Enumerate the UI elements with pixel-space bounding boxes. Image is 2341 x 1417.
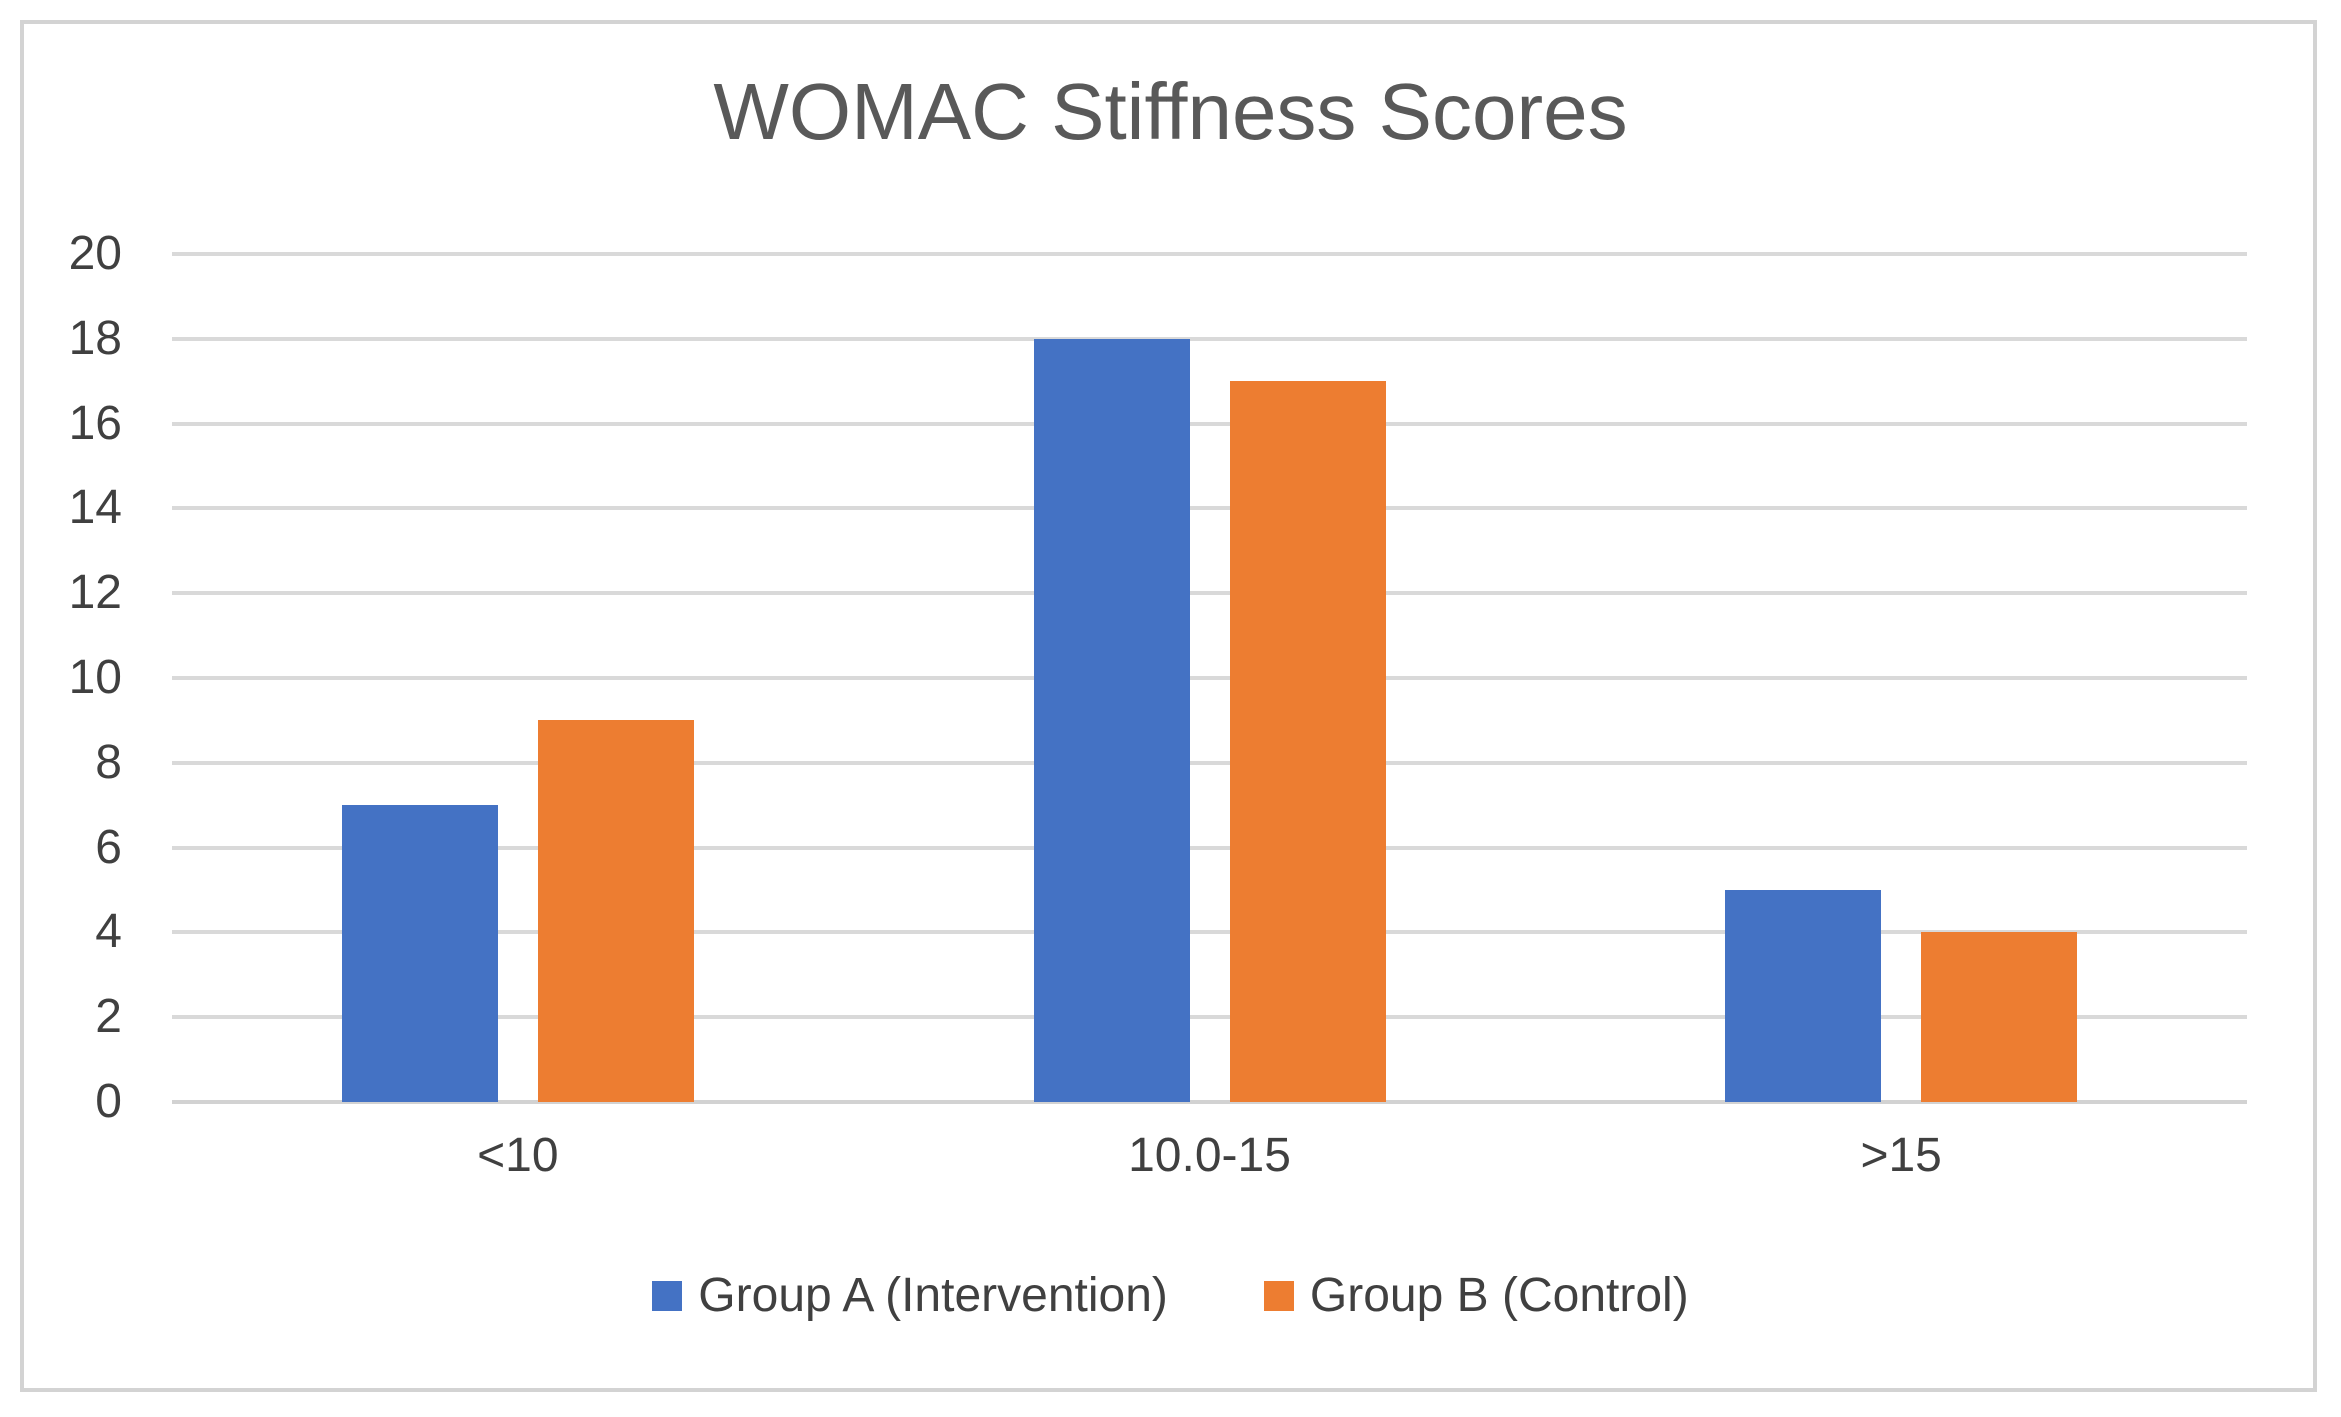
gridline-y-10 bbox=[172, 676, 2247, 680]
x-category-label-10-0-15: 10.0-15 bbox=[1128, 1129, 1291, 1182]
gridline-y-4 bbox=[172, 930, 2247, 935]
gridline-y-16 bbox=[172, 421, 2247, 426]
legend: Group A (Intervention) Group B (Control) bbox=[0, 1268, 2341, 1323]
x-category-label-10: <10 bbox=[477, 1129, 559, 1182]
y-tick-label-20: 20 bbox=[68, 227, 122, 280]
y-tick-label-0: 0 bbox=[95, 1075, 122, 1128]
y-tick-label-8: 8 bbox=[95, 735, 122, 789]
y-tick-label-4: 4 bbox=[95, 905, 122, 959]
gridline-y-6 bbox=[172, 845, 2247, 850]
chart-title: WOMAC Stiffness Scores bbox=[713, 67, 1628, 156]
legend-label-group-a-intervention: Group A (Intervention) bbox=[698, 1269, 1168, 1322]
legend-swatch-icon-group-b-control bbox=[1263, 1280, 1294, 1311]
bar-group-b-control-15 bbox=[1921, 932, 2078, 1102]
x-category-label-15: >15 bbox=[1860, 1129, 1942, 1182]
legend-item-group-b-control: Group B (Control) bbox=[1263, 1268, 1689, 1323]
bar-group-a-intervention-15 bbox=[1725, 890, 1882, 1102]
legend-label-group-b-control: Group B (Control) bbox=[1309, 1269, 1689, 1322]
legend-item-group-a-intervention: Group A (Intervention) bbox=[652, 1268, 1168, 1323]
gridline-y-18 bbox=[172, 336, 2247, 341]
y-tick-label-2: 2 bbox=[95, 990, 122, 1044]
y-tick-label-16: 16 bbox=[68, 396, 122, 450]
bar-group-a-intervention-10 bbox=[341, 805, 498, 1102]
gridline-y-2 bbox=[172, 1015, 2247, 1020]
legend-swatch-icon-group-a-intervention bbox=[652, 1280, 683, 1311]
gridline-y-14 bbox=[172, 506, 2247, 511]
bar-group-b-control-10 bbox=[537, 720, 694, 1102]
y-tick-label-18: 18 bbox=[68, 311, 122, 365]
y-tick-label-14: 14 bbox=[68, 481, 122, 535]
y-tick-label-10: 10 bbox=[68, 651, 122, 704]
bar-group-b-control-10-0-15 bbox=[1229, 381, 1386, 1102]
gridline-y-0 bbox=[172, 1100, 2247, 1104]
y-tick-label-6: 6 bbox=[95, 820, 122, 874]
gridline-y-12 bbox=[172, 591, 2247, 596]
bar-group-a-intervention-10-0-15 bbox=[1033, 338, 1190, 1102]
gridline-y-8 bbox=[172, 760, 2247, 765]
y-tick-label-12: 12 bbox=[68, 566, 122, 620]
gridline-y-20 bbox=[172, 252, 2247, 256]
